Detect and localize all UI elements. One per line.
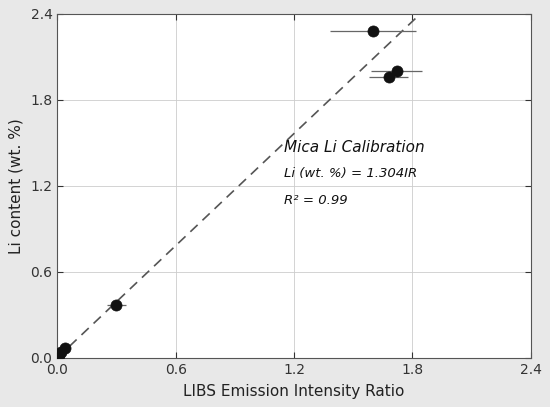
Text: Mica Li Calibration: Mica Li Calibration (284, 140, 425, 155)
Y-axis label: Li content (wt. %): Li content (wt. %) (8, 118, 23, 254)
Text: Li (wt. %) = 1.304IR: Li (wt. %) = 1.304IR (284, 167, 417, 180)
X-axis label: LIBS Emission Intensity Ratio: LIBS Emission Intensity Ratio (183, 384, 405, 399)
Text: R² = 0.99: R² = 0.99 (284, 195, 348, 208)
